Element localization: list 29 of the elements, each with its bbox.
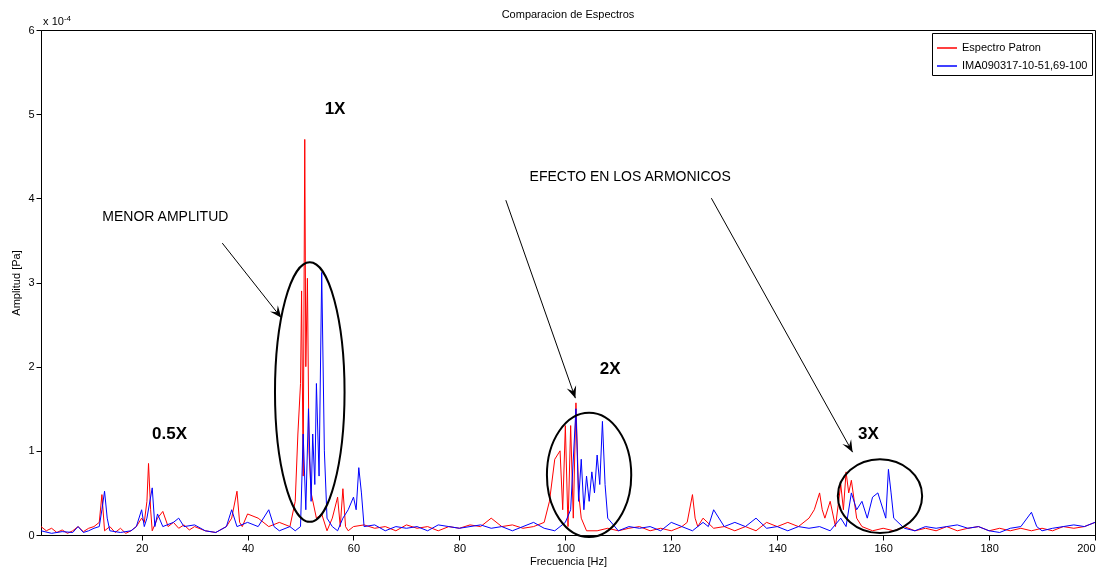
- legend-label: Espectro Patron: [962, 41, 1041, 53]
- x-tick-label: 20: [136, 541, 149, 554]
- annotation: MENOR AMPLITUD: [102, 207, 229, 224]
- y-tick-label: 5: [28, 107, 35, 120]
- x-tick-label: 200: [1077, 541, 1096, 554]
- y-axis-title: Amplitud [Pa]: [10, 250, 23, 316]
- y-tick-label: 0: [28, 528, 35, 541]
- annotation: 3X: [857, 424, 880, 444]
- y-tick-label: 3: [28, 276, 35, 288]
- y-tick-label: 1: [28, 444, 35, 457]
- text: x 10$^{-4}$: [43, 13, 72, 27]
- x-tick-label: 120: [662, 541, 681, 554]
- x-axis-title: Frecuencia [Hz]: [529, 554, 608, 567]
- y-tick-label: 2: [28, 360, 35, 373]
- x-tick-label: 140: [768, 541, 787, 554]
- x-tick-label: 60: [347, 541, 361, 554]
- x-tick-label: 180: [980, 541, 999, 554]
- x-tick-label: 40: [241, 541, 255, 554]
- annotation: 0.5X: [152, 424, 188, 444]
- y-tick-label: 6: [28, 23, 35, 36]
- chart-title: Comparacion de Espectros: [501, 8, 635, 20]
- legend-label: IMA090317-10-51,69-100: [962, 59, 1088, 71]
- annotation: 2X: [599, 359, 622, 379]
- x-tick-label: 160: [874, 541, 893, 554]
- y-tick-label: 4: [28, 191, 35, 204]
- annotation: EFECTO EN LOS ARMONICOS: [529, 167, 731, 184]
- x-tick-label: 80: [453, 541, 467, 554]
- annotation: 1X: [324, 99, 347, 119]
- x-tick-label: 100: [556, 541, 576, 554]
